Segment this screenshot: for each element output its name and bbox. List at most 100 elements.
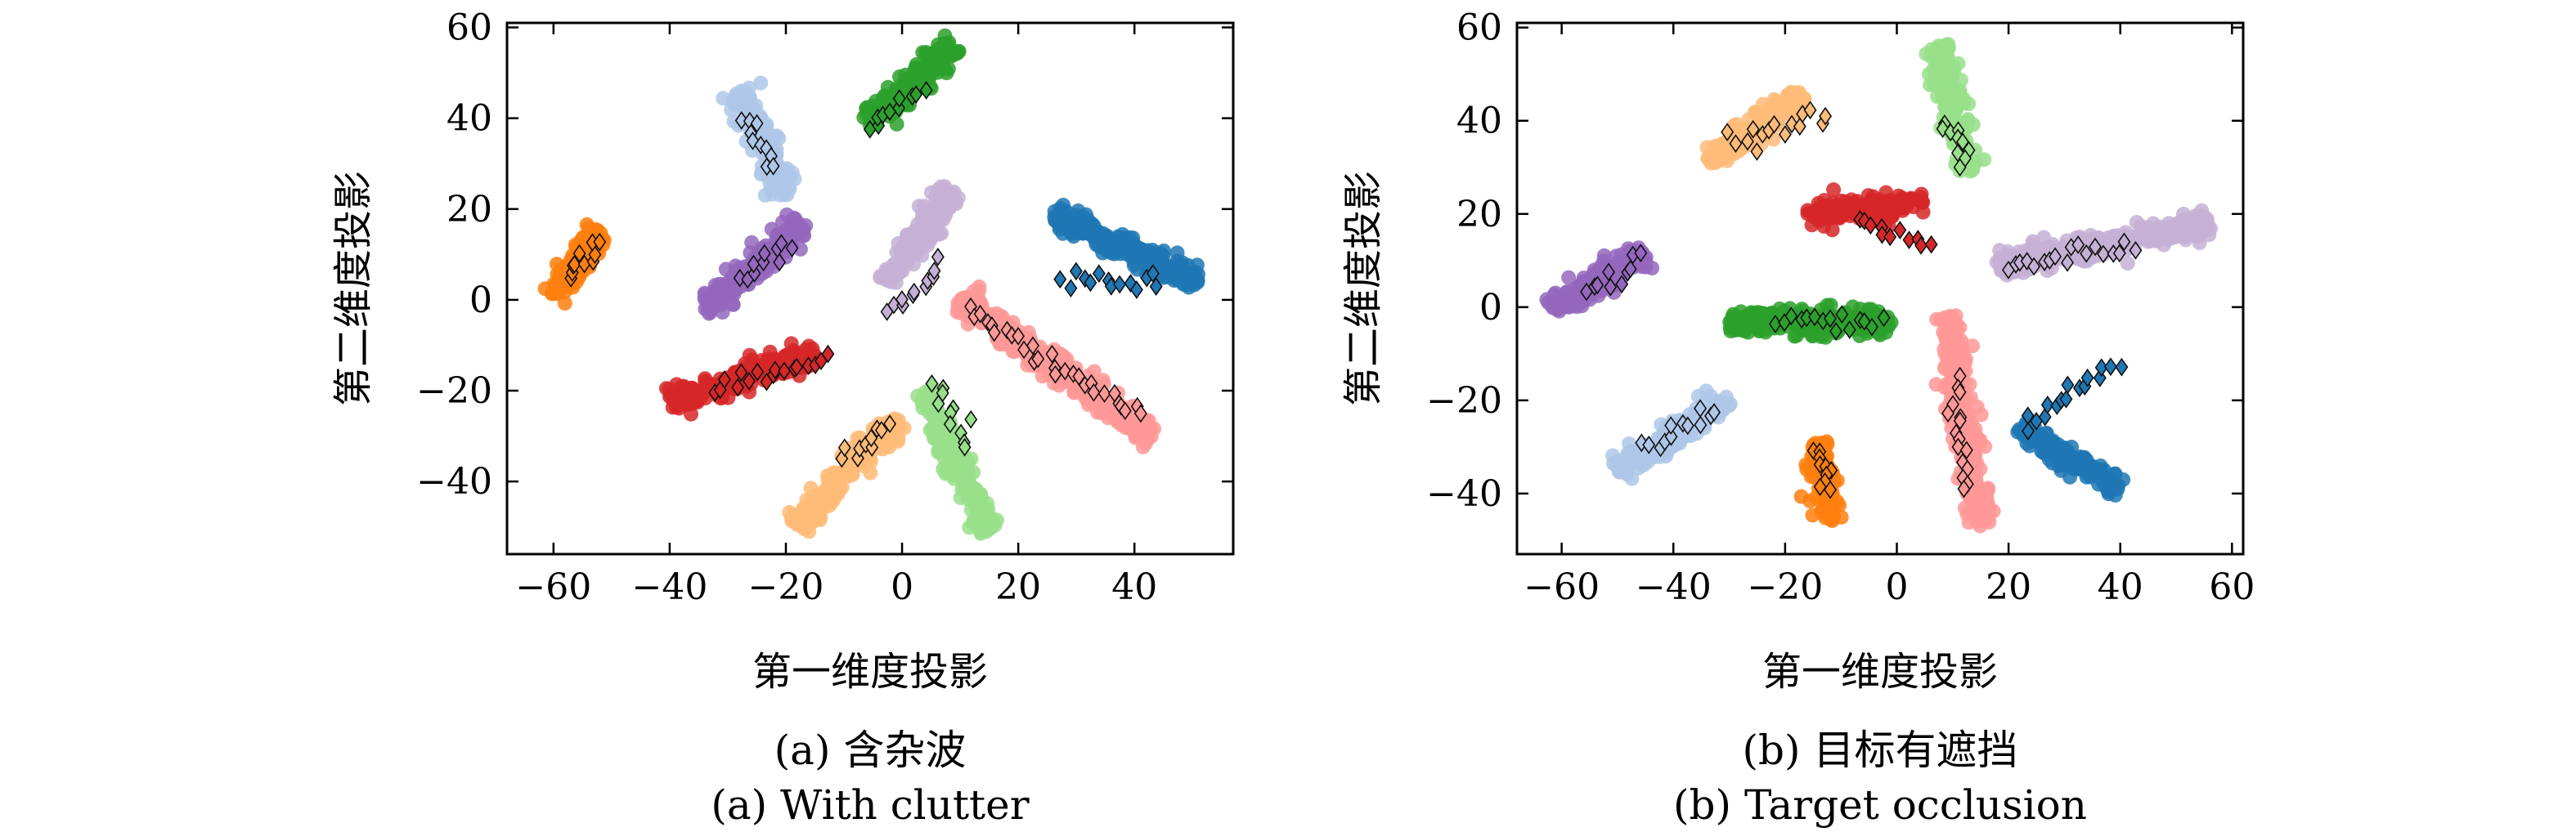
train-point	[1690, 388, 1706, 404]
test-diamond	[734, 363, 748, 382]
train-point	[698, 371, 713, 387]
train-point	[675, 378, 691, 394]
test-diamond	[1026, 336, 1039, 356]
train-point	[2062, 469, 2078, 485]
train-point	[1824, 222, 1840, 238]
test-diamond	[1767, 114, 1781, 134]
x-tick-label: −20	[1747, 566, 1823, 608]
train-point	[557, 296, 572, 311]
y-tick-label: 0	[1479, 287, 1502, 329]
y-tick-label: 40	[447, 98, 492, 140]
train-point	[2040, 440, 2055, 455]
train-point	[2140, 234, 2156, 249]
test-diamond	[1681, 416, 1694, 436]
test-diamond	[1642, 435, 1656, 454]
train-point	[782, 504, 797, 520]
test-diamond	[2080, 368, 2094, 387]
train-point	[1748, 105, 1762, 120]
train-point	[2120, 256, 2135, 271]
test-diamond	[733, 268, 747, 288]
test-diamond	[1012, 326, 1025, 346]
test-diamond	[1092, 264, 1106, 284]
train-point	[892, 69, 907, 84]
train-point	[707, 290, 722, 306]
test-diamond	[1146, 264, 1160, 283]
test-diamond	[785, 239, 799, 258]
test-diamond	[1746, 119, 1760, 139]
test-diamond	[1664, 427, 1678, 446]
test-diamond	[717, 369, 731, 389]
train-point	[552, 270, 568, 284]
train-point	[954, 291, 970, 306]
test-diamond	[1118, 401, 1132, 421]
y-tick-label: −40	[416, 461, 492, 503]
test-diamond	[927, 261, 941, 280]
train-point	[962, 520, 977, 535]
train-point	[1129, 262, 1145, 277]
train-point	[1052, 219, 1067, 235]
test-diamond	[909, 85, 923, 105]
cluster-b-5	[1989, 203, 2218, 283]
test-diamond	[751, 362, 765, 382]
train-point	[1699, 140, 1715, 155]
train-point	[1953, 349, 1968, 365]
cluster-a-9	[782, 411, 912, 539]
train-point	[779, 207, 795, 222]
test-diamond	[1129, 280, 1143, 299]
train-point	[1923, 49, 1939, 65]
train-point	[927, 217, 942, 231]
test-diamond	[1604, 277, 1618, 297]
test-diamond	[1097, 384, 1111, 403]
train-point	[802, 504, 818, 520]
y-tick-label: 0	[469, 280, 492, 321]
test-diamond	[821, 344, 835, 364]
test-diamond	[964, 409, 978, 429]
test-diamond	[1877, 308, 1891, 328]
train-point	[734, 96, 749, 112]
test-diamond	[2061, 375, 2075, 395]
cluster-b-4	[1539, 240, 1660, 319]
train-point	[1775, 108, 1789, 123]
train-point	[1131, 419, 1147, 435]
test-diamond	[757, 244, 771, 263]
train-point	[2103, 235, 2119, 250]
train-point	[803, 481, 819, 496]
train-point	[1852, 328, 1867, 343]
train-point	[895, 258, 910, 273]
test-diamond	[743, 371, 756, 391]
train-point	[1977, 152, 1992, 168]
train-point	[725, 297, 741, 312]
y-tick-label: 20	[447, 189, 492, 230]
test-diamond	[2097, 244, 2111, 264]
train-point	[972, 279, 987, 294]
train-point	[1928, 377, 1944, 392]
cluster-a-7	[1047, 198, 1205, 299]
train-point	[777, 178, 792, 194]
test-diamond	[1842, 320, 1856, 339]
test-diamond	[2115, 357, 2129, 377]
test-diamond	[2027, 257, 2041, 276]
caption-cn-a: (a) 含杂波	[774, 727, 967, 774]
x-tick-label: −40	[631, 566, 707, 608]
test-diamond	[2103, 357, 2117, 377]
test-diamond	[1634, 244, 1648, 263]
test-diamond	[2059, 390, 2073, 409]
train-point	[1946, 64, 1962, 79]
train-point	[1126, 235, 1142, 251]
train-point	[698, 391, 713, 405]
plot-frame-b	[1515, 21, 2245, 556]
test-diamond	[2022, 422, 2035, 441]
train-point	[1111, 239, 1125, 254]
y-tick-label: 20	[1456, 194, 1502, 235]
train-point	[792, 512, 808, 528]
caption-en-b: (b) Target occlusion	[1673, 781, 2087, 829]
test-diamond	[750, 114, 764, 133]
y-tick-label: 60	[447, 7, 492, 49]
y-tick-label: −20	[416, 370, 492, 412]
train-point	[1086, 364, 1102, 379]
x-tick-label: −60	[515, 566, 591, 608]
test-diamond	[958, 437, 972, 457]
train-point	[1621, 450, 1636, 466]
train-point	[2185, 226, 2201, 240]
